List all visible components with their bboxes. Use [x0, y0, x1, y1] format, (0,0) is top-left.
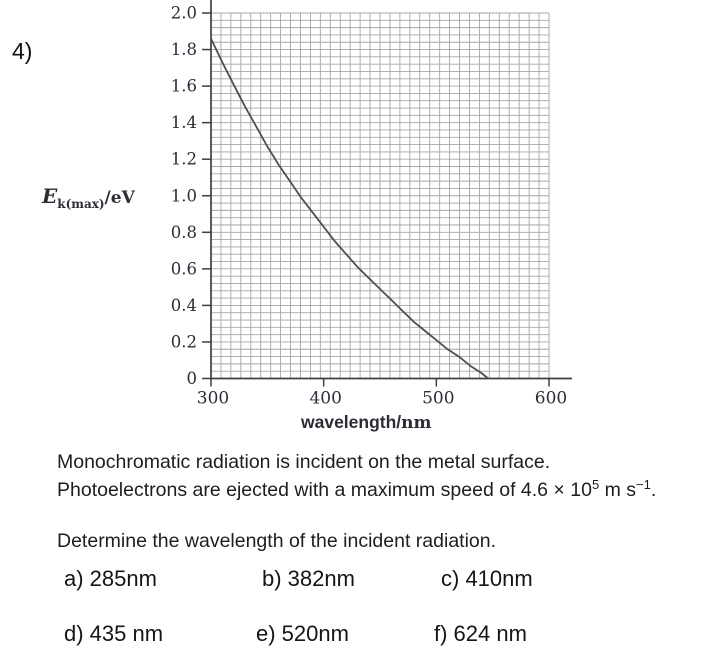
question-text: Determine the wavelength of the incident…	[57, 530, 497, 552]
statement-line-2-units: m s	[599, 479, 637, 501]
y-tick-label: 0.4	[171, 296, 197, 315]
x-tick-label: 600	[535, 389, 567, 409]
option-b: b) 382nm	[262, 566, 355, 591]
question-number: 4)	[12, 38, 33, 64]
exponent: 5	[591, 477, 600, 492]
statement-line-2-period: .	[650, 479, 657, 501]
y-tick-label: 1.4	[171, 113, 197, 132]
x-axis-name: wavelength/	[301, 412, 402, 432]
x-tick-label: 500	[422, 389, 454, 409]
option-d: d) 435 nm	[64, 621, 164, 646]
statement-line-2-prefix: Photoelectrons are ejected with a maximu…	[57, 479, 592, 501]
y-tick-label: 2.0	[171, 4, 197, 23]
statement-line-2: Photoelectrons are ejected with a maximu…	[57, 477, 657, 502]
y-tick-label: 0.8	[171, 223, 197, 242]
data-curve	[210, 37, 490, 380]
y-axis-subscript: k(max)	[57, 197, 105, 211]
y-tick-label: 0	[187, 369, 198, 388]
exponent: −1	[636, 477, 651, 492]
option-f: f) 624 nm	[434, 621, 527, 646]
statement-line-1: Monochromatic radiation is incident on t…	[57, 451, 551, 473]
y-tick-label: 1.2	[171, 150, 197, 169]
y-tick-label: 1.8	[171, 40, 197, 59]
option-e: e) 520nm	[256, 621, 349, 646]
x-axis-label: wavelength/nm	[301, 412, 432, 433]
y-tick-label: 1.6	[171, 77, 197, 96]
y-axis-symbol: E	[42, 184, 58, 208]
x-tick-label: 300	[197, 389, 229, 409]
option-a: a) 285nm	[64, 566, 157, 591]
y-tick-label: 0.2	[171, 332, 197, 351]
y-axis-label: Ek(max)/eV	[42, 184, 135, 211]
y-tick-label: 1.0	[171, 186, 197, 205]
x-tick-label: 400	[309, 389, 341, 409]
photoelectric-graph: 0 0.2 0.4 0.6 0.8 1.0 1.2 1.4 1.6 1.8 2.0 300 400 500…	[171, 0, 572, 409]
y-axis-unit: /eV	[104, 188, 135, 208]
option-c: c) 410nm	[441, 566, 533, 591]
x-axis-unit: nm	[401, 413, 432, 433]
y-tick-label: 0.6	[171, 259, 197, 278]
